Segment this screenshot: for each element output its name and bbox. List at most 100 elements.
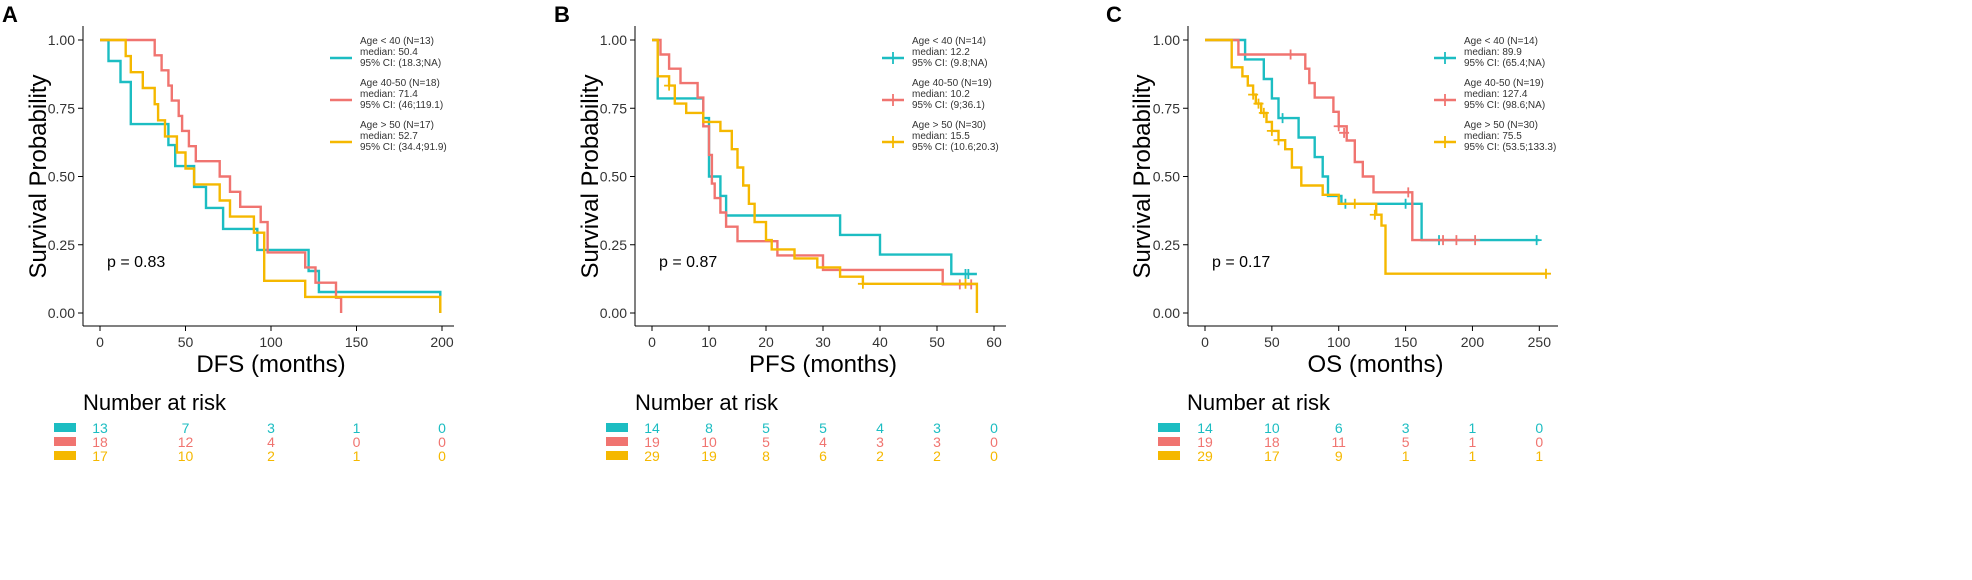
risk-table-title: Number at risk — [1187, 390, 1331, 415]
censor-mark — [1273, 135, 1284, 146]
legend-label: Age 40-50 (N=18) — [360, 78, 440, 89]
km-curve-young — [652, 38, 977, 276]
x-tick-label: 150 — [345, 334, 369, 350]
censor-mark — [1277, 113, 1288, 124]
y-tick-label: 0.50 — [1153, 169, 1180, 185]
risk-value: 0 — [438, 448, 446, 464]
p-value: p = 0.83 — [107, 254, 165, 271]
x-tick-label: 50 — [1264, 334, 1280, 350]
risk-value: 3 — [267, 420, 275, 436]
risk-value: 29 — [1197, 448, 1213, 464]
risk-value: 0 — [1535, 434, 1543, 450]
censor-mark — [1451, 235, 1462, 246]
legend-median: median: 50.4 — [360, 47, 418, 58]
legend-label: Age < 40 (N=14) — [1464, 36, 1538, 47]
risk-value: 17 — [1264, 448, 1280, 464]
y-tick-label: 0.00 — [1153, 305, 1180, 321]
risk-value: 11 — [1331, 434, 1346, 450]
p-value: p = 0.17 — [1212, 254, 1270, 271]
risk-value: 13 — [92, 420, 108, 436]
censor-mark — [1541, 268, 1551, 279]
x-tick-label: 200 — [430, 334, 454, 350]
risk-value: 8 — [762, 448, 770, 464]
censor-mark — [1266, 125, 1277, 136]
risk-value: 0 — [438, 434, 446, 450]
risk-value: 2 — [267, 448, 275, 464]
censor-mark — [1349, 198, 1360, 209]
y-tick-label: 0.25 — [1153, 237, 1180, 253]
censor-mark — [1248, 89, 1259, 100]
legend-median: median: 127.4 — [1464, 89, 1528, 100]
censor-mark — [1531, 235, 1542, 246]
risk-value: 6 — [819, 448, 827, 464]
risk-value: 6 — [1335, 420, 1343, 436]
x-tick-label: 60 — [986, 334, 1002, 350]
legend-ci: 95% CI: (18.3;NA) — [360, 58, 441, 69]
risk-value: 2 — [876, 448, 884, 464]
legend-ci: 95% CI: (65.4;NA) — [1464, 58, 1545, 69]
risk-row-swatch — [54, 451, 76, 460]
censor-mark — [963, 268, 974, 279]
risk-value: 1 — [1402, 448, 1410, 464]
censor-mark — [1285, 49, 1296, 60]
risk-row-swatch — [54, 437, 76, 446]
legend-ci: 95% CI: (9.8;NA) — [912, 58, 988, 69]
risk-value: 3 — [933, 434, 941, 450]
km-curve-old — [1205, 38, 1546, 275]
risk-value: 14 — [1197, 420, 1213, 436]
x-tick-label: 40 — [872, 334, 888, 350]
risk-table-title: Number at risk — [635, 390, 779, 415]
risk-value: 0 — [1535, 420, 1543, 436]
risk-value: 4 — [876, 420, 884, 436]
risk-value: 4 — [819, 434, 827, 450]
y-tick-label: 0.25 — [48, 237, 75, 253]
legend-label: Age > 50 (N=30) — [1464, 120, 1538, 131]
x-tick-label: 100 — [1327, 334, 1351, 350]
km-curve-old — [652, 38, 979, 313]
legend-label: Age 40-50 (N=19) — [1464, 78, 1544, 89]
risk-value: 0 — [438, 420, 446, 436]
risk-value: 19 — [701, 448, 717, 464]
legend-ci: 95% CI: (98.6;NA) — [1464, 100, 1545, 111]
legend-median: median: 71.4 — [360, 89, 418, 100]
x-tick-label: 0 — [96, 334, 104, 350]
censor-mark — [1258, 107, 1269, 118]
legend-label: Age < 40 (N=14) — [912, 36, 986, 47]
risk-value: 0 — [990, 434, 998, 450]
x-tick-label: 250 — [1528, 334, 1552, 350]
risk-value: 1 — [1469, 420, 1477, 436]
legend-ci: 95% CI: (53.5;133.3) — [1464, 142, 1556, 153]
censor-mark — [1333, 121, 1344, 132]
km-curve-young — [100, 38, 442, 313]
x-tick-label: 0 — [1201, 334, 1209, 350]
legend-label: Age > 50 (N=30) — [912, 120, 986, 131]
risk-value: 5 — [1402, 434, 1410, 450]
x-axis-title: DFS (months) — [196, 351, 345, 378]
risk-value: 18 — [1264, 434, 1280, 450]
risk-value: 19 — [1197, 434, 1213, 450]
x-tick-label: 50 — [178, 334, 194, 350]
legend-median: median: 89.9 — [1464, 47, 1522, 58]
y-axis-title: Survival Probability — [577, 74, 604, 278]
y-tick-label: 0.50 — [600, 169, 627, 185]
x-axis-title: OS (months) — [1307, 351, 1443, 378]
risk-value: 14 — [644, 420, 660, 436]
risk-table-title: Number at risk — [83, 390, 227, 415]
censor-mark — [1339, 127, 1350, 138]
legend-ci: 95% CI: (46;119.1) — [360, 100, 443, 111]
legend-median: median: 52.7 — [360, 131, 418, 142]
risk-value: 10 — [1264, 420, 1280, 436]
x-tick-label: 200 — [1461, 334, 1485, 350]
risk-row-swatch — [1158, 437, 1180, 446]
censor-mark — [1369, 209, 1380, 220]
x-tick-label: 50 — [929, 334, 945, 350]
censor-mark — [1400, 198, 1411, 209]
x-tick-label: 150 — [1394, 334, 1418, 350]
y-tick-label: 0.50 — [48, 169, 75, 185]
y-tick-label: 1.00 — [1153, 32, 1180, 48]
risk-value: 19 — [644, 434, 660, 450]
panel-label: B — [554, 2, 570, 27]
km-curve-young — [1205, 38, 1540, 242]
